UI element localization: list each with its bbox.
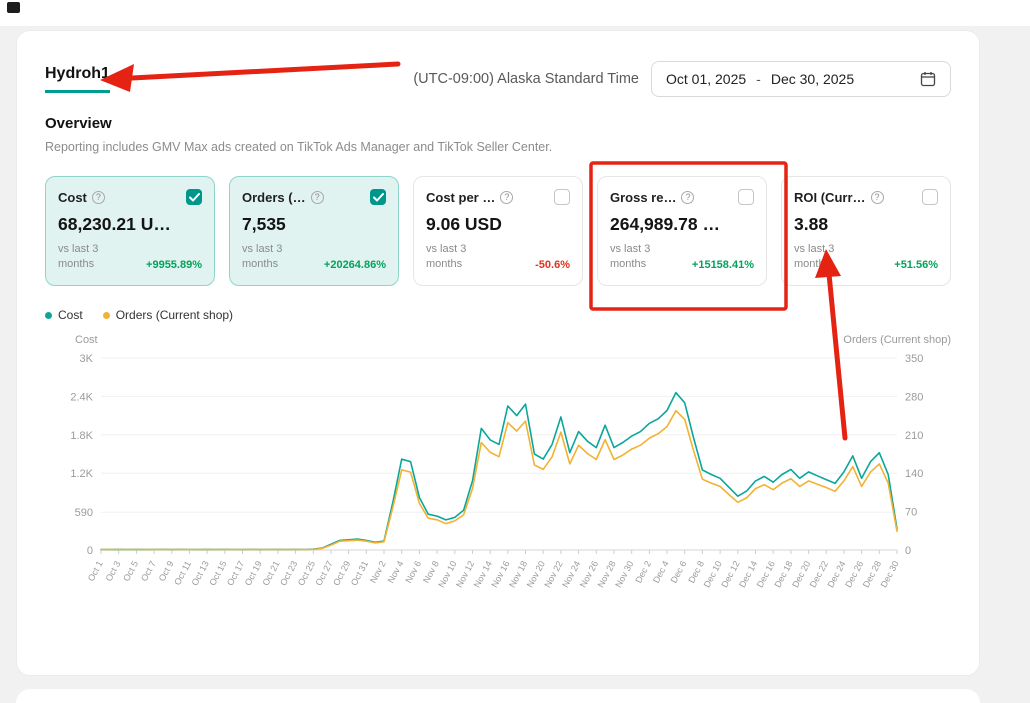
svg-text:Nov 2: Nov 2 bbox=[368, 559, 388, 584]
metric-card-cost-per-order[interactable]: Cost per … ? 9.06 USD vs last 3 months -… bbox=[413, 176, 583, 286]
svg-text:0: 0 bbox=[905, 545, 911, 557]
shop-name-label: Hydroh1 bbox=[45, 65, 110, 82]
legend-item-cost[interactable]: Cost bbox=[45, 308, 83, 322]
svg-text:Oct 1: Oct 1 bbox=[86, 559, 105, 583]
metric-checkbox[interactable] bbox=[554, 189, 570, 205]
svg-text:Oct 5: Oct 5 bbox=[121, 559, 140, 583]
left-axis-title: Cost bbox=[75, 334, 98, 346]
metric-value: 9.06 USD bbox=[426, 214, 502, 234]
help-icon[interactable]: ? bbox=[681, 190, 695, 204]
metric-checkbox[interactable] bbox=[922, 189, 938, 205]
change-badge: +20264.86% bbox=[323, 258, 386, 271]
date-start: Oct 01, 2025 bbox=[666, 71, 747, 87]
svg-text:70: 70 bbox=[905, 507, 917, 519]
compare-label: vs last 3 months bbox=[58, 243, 99, 271]
compare-label: vs last 3 months bbox=[426, 243, 467, 271]
legend-item-orders[interactable]: Orders (Current shop) bbox=[102, 308, 234, 322]
compare-label: vs last 3 months bbox=[794, 243, 835, 271]
overview-title: Overview bbox=[45, 115, 112, 132]
metric-card-gross-revenue[interactable]: Gross re… ? 264,989.78 … vs last 3 month… bbox=[597, 176, 767, 286]
svg-text:590: 590 bbox=[75, 507, 93, 519]
date-range-picker[interactable]: Oct 01, 2025 - Dec 30, 2025 bbox=[651, 61, 951, 97]
svg-text:Dec 6: Dec 6 bbox=[669, 559, 689, 584]
svg-text:2.4K: 2.4K bbox=[70, 391, 93, 403]
metric-label: Gross re… bbox=[610, 189, 677, 205]
help-icon[interactable]: ? bbox=[310, 190, 324, 204]
help-icon[interactable]: ? bbox=[91, 190, 105, 204]
cost-series-dot-icon bbox=[45, 311, 52, 319]
metric-label: ROI (Curr… bbox=[794, 189, 866, 205]
svg-text:140: 140 bbox=[905, 468, 923, 480]
metric-value: 264,989.78 … bbox=[610, 214, 720, 234]
date-separator: - bbox=[756, 71, 761, 87]
metric-value: 3.88 bbox=[794, 214, 829, 234]
svg-text:Oct 31: Oct 31 bbox=[349, 559, 370, 587]
svg-text:Oct 3: Oct 3 bbox=[104, 559, 123, 583]
orders-series-dot-icon bbox=[102, 311, 110, 319]
overview-subtitle: Reporting includes GMV Max ads created o… bbox=[45, 140, 553, 154]
svg-text:Oct 7: Oct 7 bbox=[139, 559, 158, 583]
svg-text:Dec 2: Dec 2 bbox=[633, 559, 653, 584]
metric-label: Orders (… bbox=[242, 189, 306, 205]
svg-text:Dec 4: Dec 4 bbox=[651, 559, 671, 584]
metric-value: 7,535 bbox=[242, 214, 286, 234]
help-icon[interactable]: ? bbox=[500, 190, 514, 204]
date-end: Dec 30, 2025 bbox=[770, 71, 855, 87]
svg-text:Nov 4: Nov 4 bbox=[386, 559, 406, 584]
metric-checkbox[interactable] bbox=[370, 189, 386, 205]
svg-text:3K: 3K bbox=[80, 353, 94, 365]
next-section-card bbox=[16, 689, 980, 703]
compare-label: vs last 3 months bbox=[242, 243, 283, 271]
metric-checkbox[interactable] bbox=[186, 189, 202, 205]
metric-value: 68,230.21 U… bbox=[58, 214, 171, 234]
right-axis-title: Orders (Current shop) bbox=[843, 334, 951, 346]
shop-name-tab[interactable]: Hydroh1 bbox=[45, 65, 110, 93]
top-bar bbox=[0, 0, 1030, 26]
compare-label: vs last 3 months bbox=[610, 243, 651, 271]
svg-text:280: 280 bbox=[905, 391, 923, 403]
calendar-icon bbox=[920, 71, 936, 87]
change-badge: +9955.89% bbox=[146, 258, 202, 271]
help-icon[interactable]: ? bbox=[870, 190, 884, 204]
metric-checkbox[interactable] bbox=[738, 189, 754, 205]
svg-text:210: 210 bbox=[905, 430, 923, 442]
legend-label: Orders (Current shop) bbox=[115, 308, 234, 322]
axis-titles: Cost Orders (Current shop) bbox=[45, 334, 951, 346]
legend-label: Cost bbox=[58, 308, 83, 322]
svg-text:1.8K: 1.8K bbox=[70, 430, 93, 442]
metric-label: Cost per … bbox=[426, 189, 496, 205]
svg-text:Nov 6: Nov 6 bbox=[403, 559, 423, 584]
svg-text:0: 0 bbox=[87, 545, 93, 557]
report-card: Hydroh1 (UTC-09:00) Alaska Standard Time… bbox=[16, 30, 980, 676]
change-badge: +15158.41% bbox=[691, 258, 754, 271]
change-badge: +51.56% bbox=[894, 258, 938, 271]
svg-text:1.2K: 1.2K bbox=[70, 468, 93, 480]
metric-card-orders[interactable]: Orders (… ? 7,535 vs last 3 months +2026… bbox=[229, 176, 399, 286]
metric-card-roi[interactable]: ROI (Curr… ? 3.88 vs last 3 months +51.5… bbox=[781, 176, 951, 286]
metric-card-cost[interactable]: Cost ? 68,230.21 U… vs last 3 months +99… bbox=[45, 176, 215, 286]
change-badge: -50.6% bbox=[535, 258, 570, 271]
timezone-label: (UTC-09:00) Alaska Standard Time bbox=[413, 71, 639, 87]
top-left-icon bbox=[7, 2, 20, 13]
report-header: Hydroh1 (UTC-09:00) Alaska Standard Time… bbox=[45, 61, 951, 97]
metric-cards-row: Cost ? 68,230.21 U… vs last 3 months +99… bbox=[45, 176, 951, 286]
chart-legend: Cost Orders (Current shop) bbox=[45, 308, 951, 322]
svg-text:350: 350 bbox=[905, 353, 923, 365]
metric-label: Cost bbox=[58, 189, 87, 205]
